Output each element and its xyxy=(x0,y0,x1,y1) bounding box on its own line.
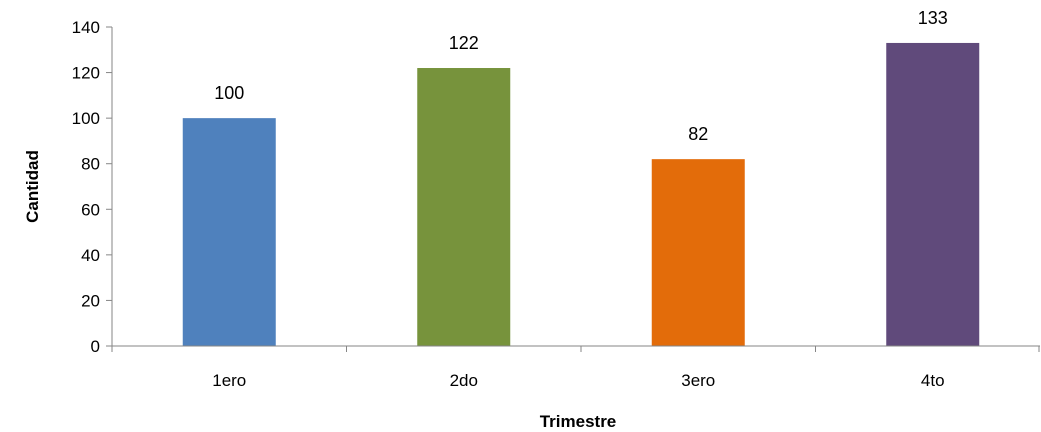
bar-1ero xyxy=(182,118,276,347)
data-label-2do: 122 xyxy=(449,33,479,53)
y-tick-label: 120 xyxy=(72,64,100,83)
data-label-3ero: 82 xyxy=(688,124,708,144)
x-tick-label-3ero: 3ero xyxy=(681,371,715,390)
y-tick-label: 100 xyxy=(72,109,100,128)
x-tick-label-4to: 4to xyxy=(921,371,945,390)
data-labels: 100 122 82 133 xyxy=(214,8,948,144)
y-tick-label: 140 xyxy=(72,18,100,37)
bars xyxy=(182,42,980,347)
bar-4to xyxy=(886,42,980,346)
y-axis-ticks: 0 20 40 60 80 100 120 140 xyxy=(72,18,112,356)
y-tick-label: 20 xyxy=(81,291,100,310)
data-label-1ero: 100 xyxy=(214,83,244,103)
y-tick-label: 40 xyxy=(81,246,100,265)
data-label-4to: 133 xyxy=(918,8,948,28)
y-tick-label: 80 xyxy=(81,155,100,174)
y-tick-label: 60 xyxy=(81,200,100,219)
y-tick-label: 0 xyxy=(91,337,100,356)
bar-2do xyxy=(417,68,511,346)
x-tick-label-1ero: 1ero xyxy=(212,371,246,390)
x-axis-title: Trimestre xyxy=(540,412,617,431)
x-axis-ticks: 1ero 2do 3ero 4to xyxy=(111,346,1040,390)
x-tick-label-2do: 2do xyxy=(450,371,478,390)
y-axis-title: Cantidad xyxy=(23,150,42,223)
bar-3ero xyxy=(651,159,745,346)
